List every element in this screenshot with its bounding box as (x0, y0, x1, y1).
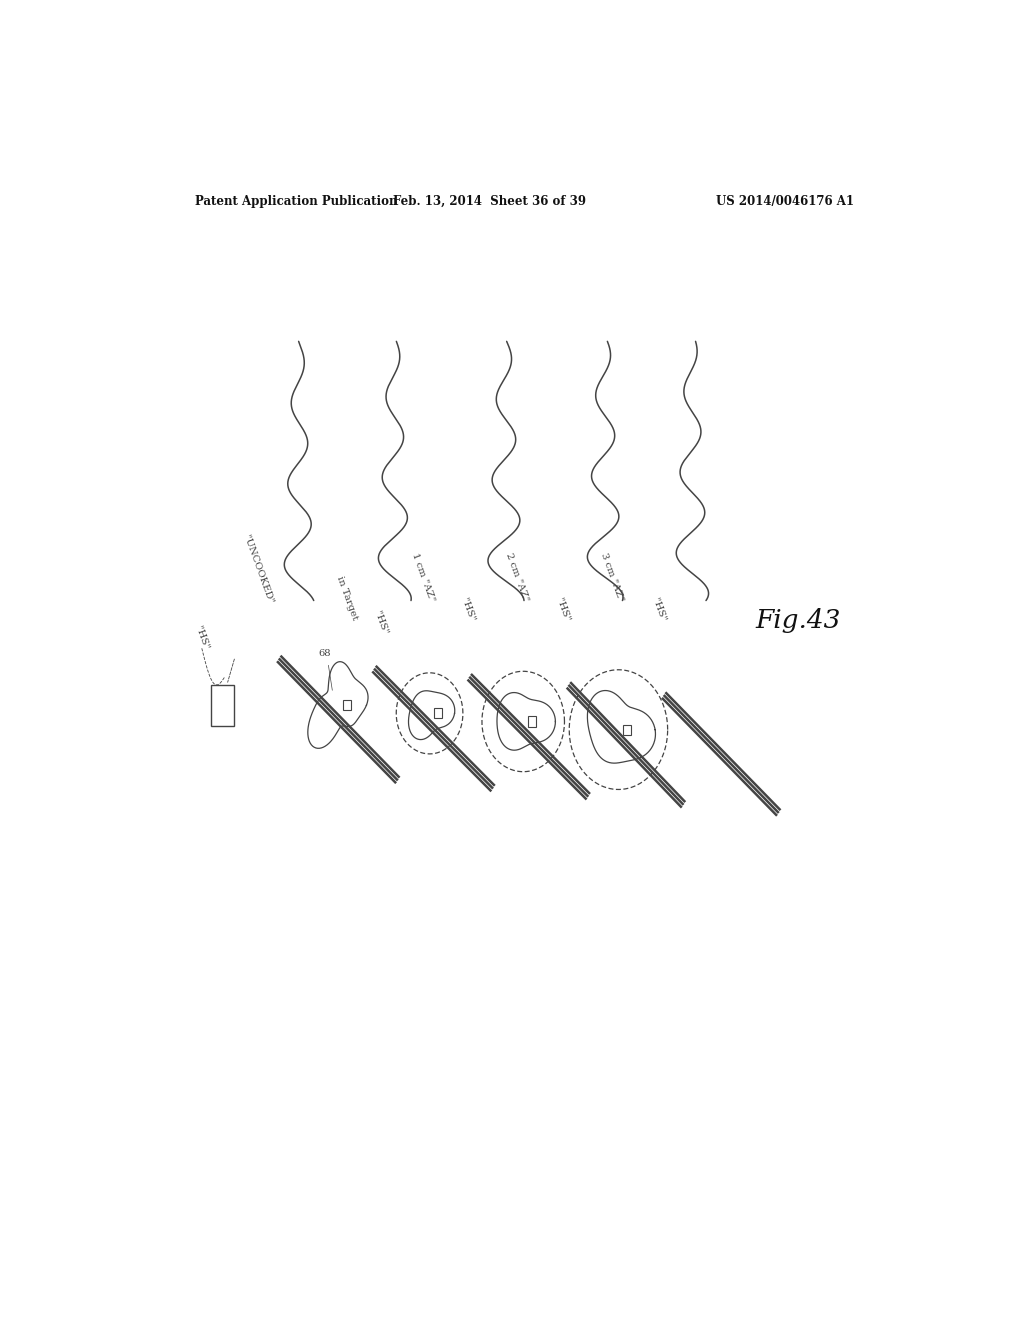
Text: "HS": "HS" (554, 597, 571, 623)
Text: "UNCOOKED": "UNCOOKED" (242, 535, 274, 606)
Text: "HS": "HS" (459, 597, 476, 623)
Bar (211, 685, 233, 726)
Bar (528, 717, 536, 726)
Text: Feb. 13, 2014  Sheet 36 of 39: Feb. 13, 2014 Sheet 36 of 39 (392, 194, 586, 207)
Text: 3 cm "AZ": 3 cm "AZ" (599, 552, 625, 602)
Bar (434, 709, 442, 718)
Text: US 2014/0046176 A1: US 2014/0046176 A1 (716, 194, 854, 207)
Text: in Target: in Target (335, 574, 359, 620)
Text: "HS": "HS" (372, 610, 389, 636)
Text: Fig.43: Fig.43 (755, 609, 841, 634)
Text: 1 cm "AZ": 1 cm "AZ" (411, 552, 436, 602)
Text: 68: 68 (318, 649, 331, 659)
Bar (343, 700, 351, 710)
Text: "HS": "HS" (649, 597, 667, 623)
Text: 2 cm "AZ": 2 cm "AZ" (504, 552, 529, 602)
Text: Patent Application Publication: Patent Application Publication (196, 194, 398, 207)
Bar (624, 725, 631, 735)
Text: "HS": "HS" (194, 624, 210, 651)
